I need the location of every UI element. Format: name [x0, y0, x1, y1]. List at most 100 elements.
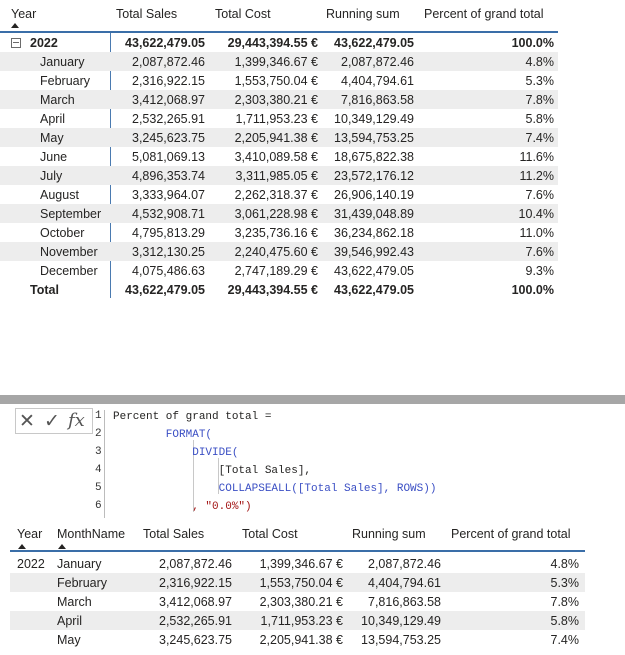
matrix-row: April 2,532,265.91 1,711,953.23 € 10,349,12… [0, 109, 558, 128]
cell-percent: 7.4% [550, 633, 580, 647]
matrix-row: October 4,795,813.29 3,235,736.16 € 36,234,… [0, 223, 558, 242]
cell-total-sales: 3,412,068.97 [132, 93, 205, 107]
cell-percent: 11.0% [519, 226, 554, 240]
matrix-total-row: Total 43,622,479.05 29,443,394.55 € 43,6… [0, 280, 558, 299]
sort-ascending-icon[interactable] [18, 544, 26, 549]
month-label: December [40, 264, 98, 278]
cell-running-sum: 43,622,479.05 [334, 283, 414, 297]
cell-total-cost: 1,399,346.67 € [259, 557, 343, 571]
cell-total-cost: 2,205,941.38 € [234, 131, 318, 145]
collapse-icon[interactable] [11, 38, 21, 48]
matrix-header-percent[interactable]: Percent of grand total [424, 7, 544, 21]
line-number: 4 [95, 464, 102, 476]
cell-total-cost: 29,443,394.55 € [227, 283, 318, 297]
cell-running-sum: 10,349,129.49 [361, 614, 441, 628]
cell-running-sum: 36,234,862.18 [334, 226, 414, 240]
matrix-row: March 3,412,068.97 2,303,380.21 € 7,816,863… [0, 90, 558, 109]
fx-icon[interactable]: fx [68, 410, 85, 431]
cell-running-sum: 2,087,872.46 [368, 557, 441, 571]
code-line: , "0.0%") [113, 501, 252, 513]
cell-total-cost: 1,399,346.67 € [234, 55, 318, 69]
cell-total-cost: 1,553,750.04 € [259, 576, 343, 590]
cell-total-sales: 4,532,908.71 [132, 207, 205, 221]
cell-running-sum: 13,594,753.25 [361, 633, 441, 647]
indent-guide [193, 440, 194, 512]
cell-total-cost: 2,303,380.21 € [259, 595, 343, 609]
cell-total-cost: 2,747,189.29 € [234, 264, 318, 278]
matrix-header-running-sum[interactable]: Running sum [326, 7, 400, 21]
cancel-icon[interactable]: ✕ [19, 411, 35, 432]
line-number: 1 [95, 410, 102, 422]
code-line: [Total Sales], [113, 465, 312, 477]
cell-total-cost: 3,061,228.98 € [234, 207, 318, 221]
table-visual: Year MonthName Total Sales Total Cost Ru… [0, 520, 625, 655]
cell-percent: 4.8% [525, 55, 555, 69]
cell-total-cost: 1,711,953.23 € [235, 112, 318, 126]
cell-total-sales: 2,316,922.15 [132, 74, 205, 88]
cell-running-sum: 7,816,863.58 [368, 595, 441, 609]
cell-total-cost: 1,553,750.04 € [234, 74, 318, 88]
line-number: 6 [95, 500, 102, 512]
cell-percent: 10.4% [518, 207, 554, 221]
cell-total-sales: 2,087,872.46 [159, 557, 232, 571]
matrix-row: May 3,245,623.75 2,205,941.38 € 13,594,753.… [0, 128, 558, 147]
table-header-row: Year MonthName Total Sales Total Cost Ru… [10, 520, 585, 552]
month-label: October [40, 226, 85, 240]
table-header-total-cost[interactable]: Total Cost [242, 527, 298, 541]
cell-running-sum: 31,439,048.89 [334, 207, 414, 221]
matrix-row: February 2,316,922.15 1,553,750.04 € 4,404,… [0, 71, 558, 90]
sort-ascending-icon[interactable] [58, 544, 66, 549]
cell-running-sum: 18,675,822.38 [334, 150, 414, 164]
pane-divider [0, 395, 625, 404]
table-row: April 2,532,265.91 1,711,953.23 € 10,349,12… [10, 611, 585, 630]
table-header-year[interactable]: Year [17, 527, 43, 541]
cell-total-sales: 43,622,479.05 [125, 283, 205, 297]
cell-running-sum: 39,546,992.43 [334, 245, 414, 259]
cell-running-sum: 43,622,479.05 [334, 264, 414, 278]
matrix-header-year[interactable]: Year [11, 7, 37, 21]
cell-total-sales: 3,333,964.07 [132, 188, 205, 202]
line-number: 3 [95, 446, 102, 458]
dax-editor[interactable]: Percent of grand total = FORMAT( DIVIDE(… [113, 411, 436, 519]
matrix-row: December 4,075,486.63 2,747,189.29 € 43,622… [0, 261, 558, 280]
table-header-running-sum[interactable]: Running sum [352, 527, 426, 541]
month-label: February [40, 74, 91, 88]
cell-running-sum: 4,404,794.61 [341, 74, 414, 88]
cell-total-sales: 4,075,486.63 [132, 264, 205, 278]
commit-icon[interactable]: ✓ [44, 411, 60, 432]
table-header-total-sales[interactable]: Total Sales [143, 527, 205, 541]
month-label: November [40, 245, 98, 259]
cell-month: May [57, 633, 81, 647]
matrix-row: November 3,312,130.25 2,240,475.60 € 39,546… [0, 242, 558, 261]
matrix-header-total-sales[interactable]: Total Sales [116, 7, 178, 21]
matrix-header-total-cost[interactable]: Total Cost [215, 7, 271, 21]
cell-percent: 4.8% [550, 557, 580, 571]
matrix-row: September 4,532,908.71 3,061,228.98 € 31,43… [0, 204, 558, 223]
year-label: 2022 [30, 36, 58, 50]
cell-total-sales: 2,532,265.91 [159, 614, 232, 628]
month-label: April [40, 112, 66, 126]
table-header-month[interactable]: MonthName [57, 527, 126, 541]
total-label: Total [30, 283, 59, 297]
cell-percent: 7.8% [550, 595, 580, 609]
line-number: 5 [95, 482, 102, 494]
cell-percent: 5.8% [525, 112, 555, 126]
table-header-percent[interactable]: Percent of grand total [451, 527, 571, 541]
cell-month: March [57, 595, 92, 609]
cell-total-cost: 29,443,394.55 € [227, 36, 318, 50]
sort-ascending-icon[interactable] [11, 23, 19, 28]
code-line: COLLAPSEALL([Total Sales], ROWS)) [113, 483, 437, 495]
cell-total-sales: 3,412,068.97 [159, 595, 232, 609]
cell-percent: 7.4% [525, 131, 555, 145]
cell-total-sales: 2,532,265.91 [132, 112, 205, 126]
code-line: Percent of grand total = [113, 411, 272, 423]
cell-total-sales: 2,316,922.15 [159, 576, 232, 590]
cell-total-sales: 5,081,069.13 [132, 150, 205, 164]
cell-total-sales: 43,622,479.05 [125, 36, 205, 50]
line-number: 2 [95, 428, 102, 440]
matrix-visual: Year Total Sales Total Cost Running sum … [0, 0, 625, 300]
cell-running-sum: 2,087,872.46 [341, 55, 414, 69]
month-label: August [40, 188, 79, 202]
cell-total-cost: 2,205,941.38 € [259, 633, 343, 647]
cell-percent: 11.6% [519, 150, 554, 164]
